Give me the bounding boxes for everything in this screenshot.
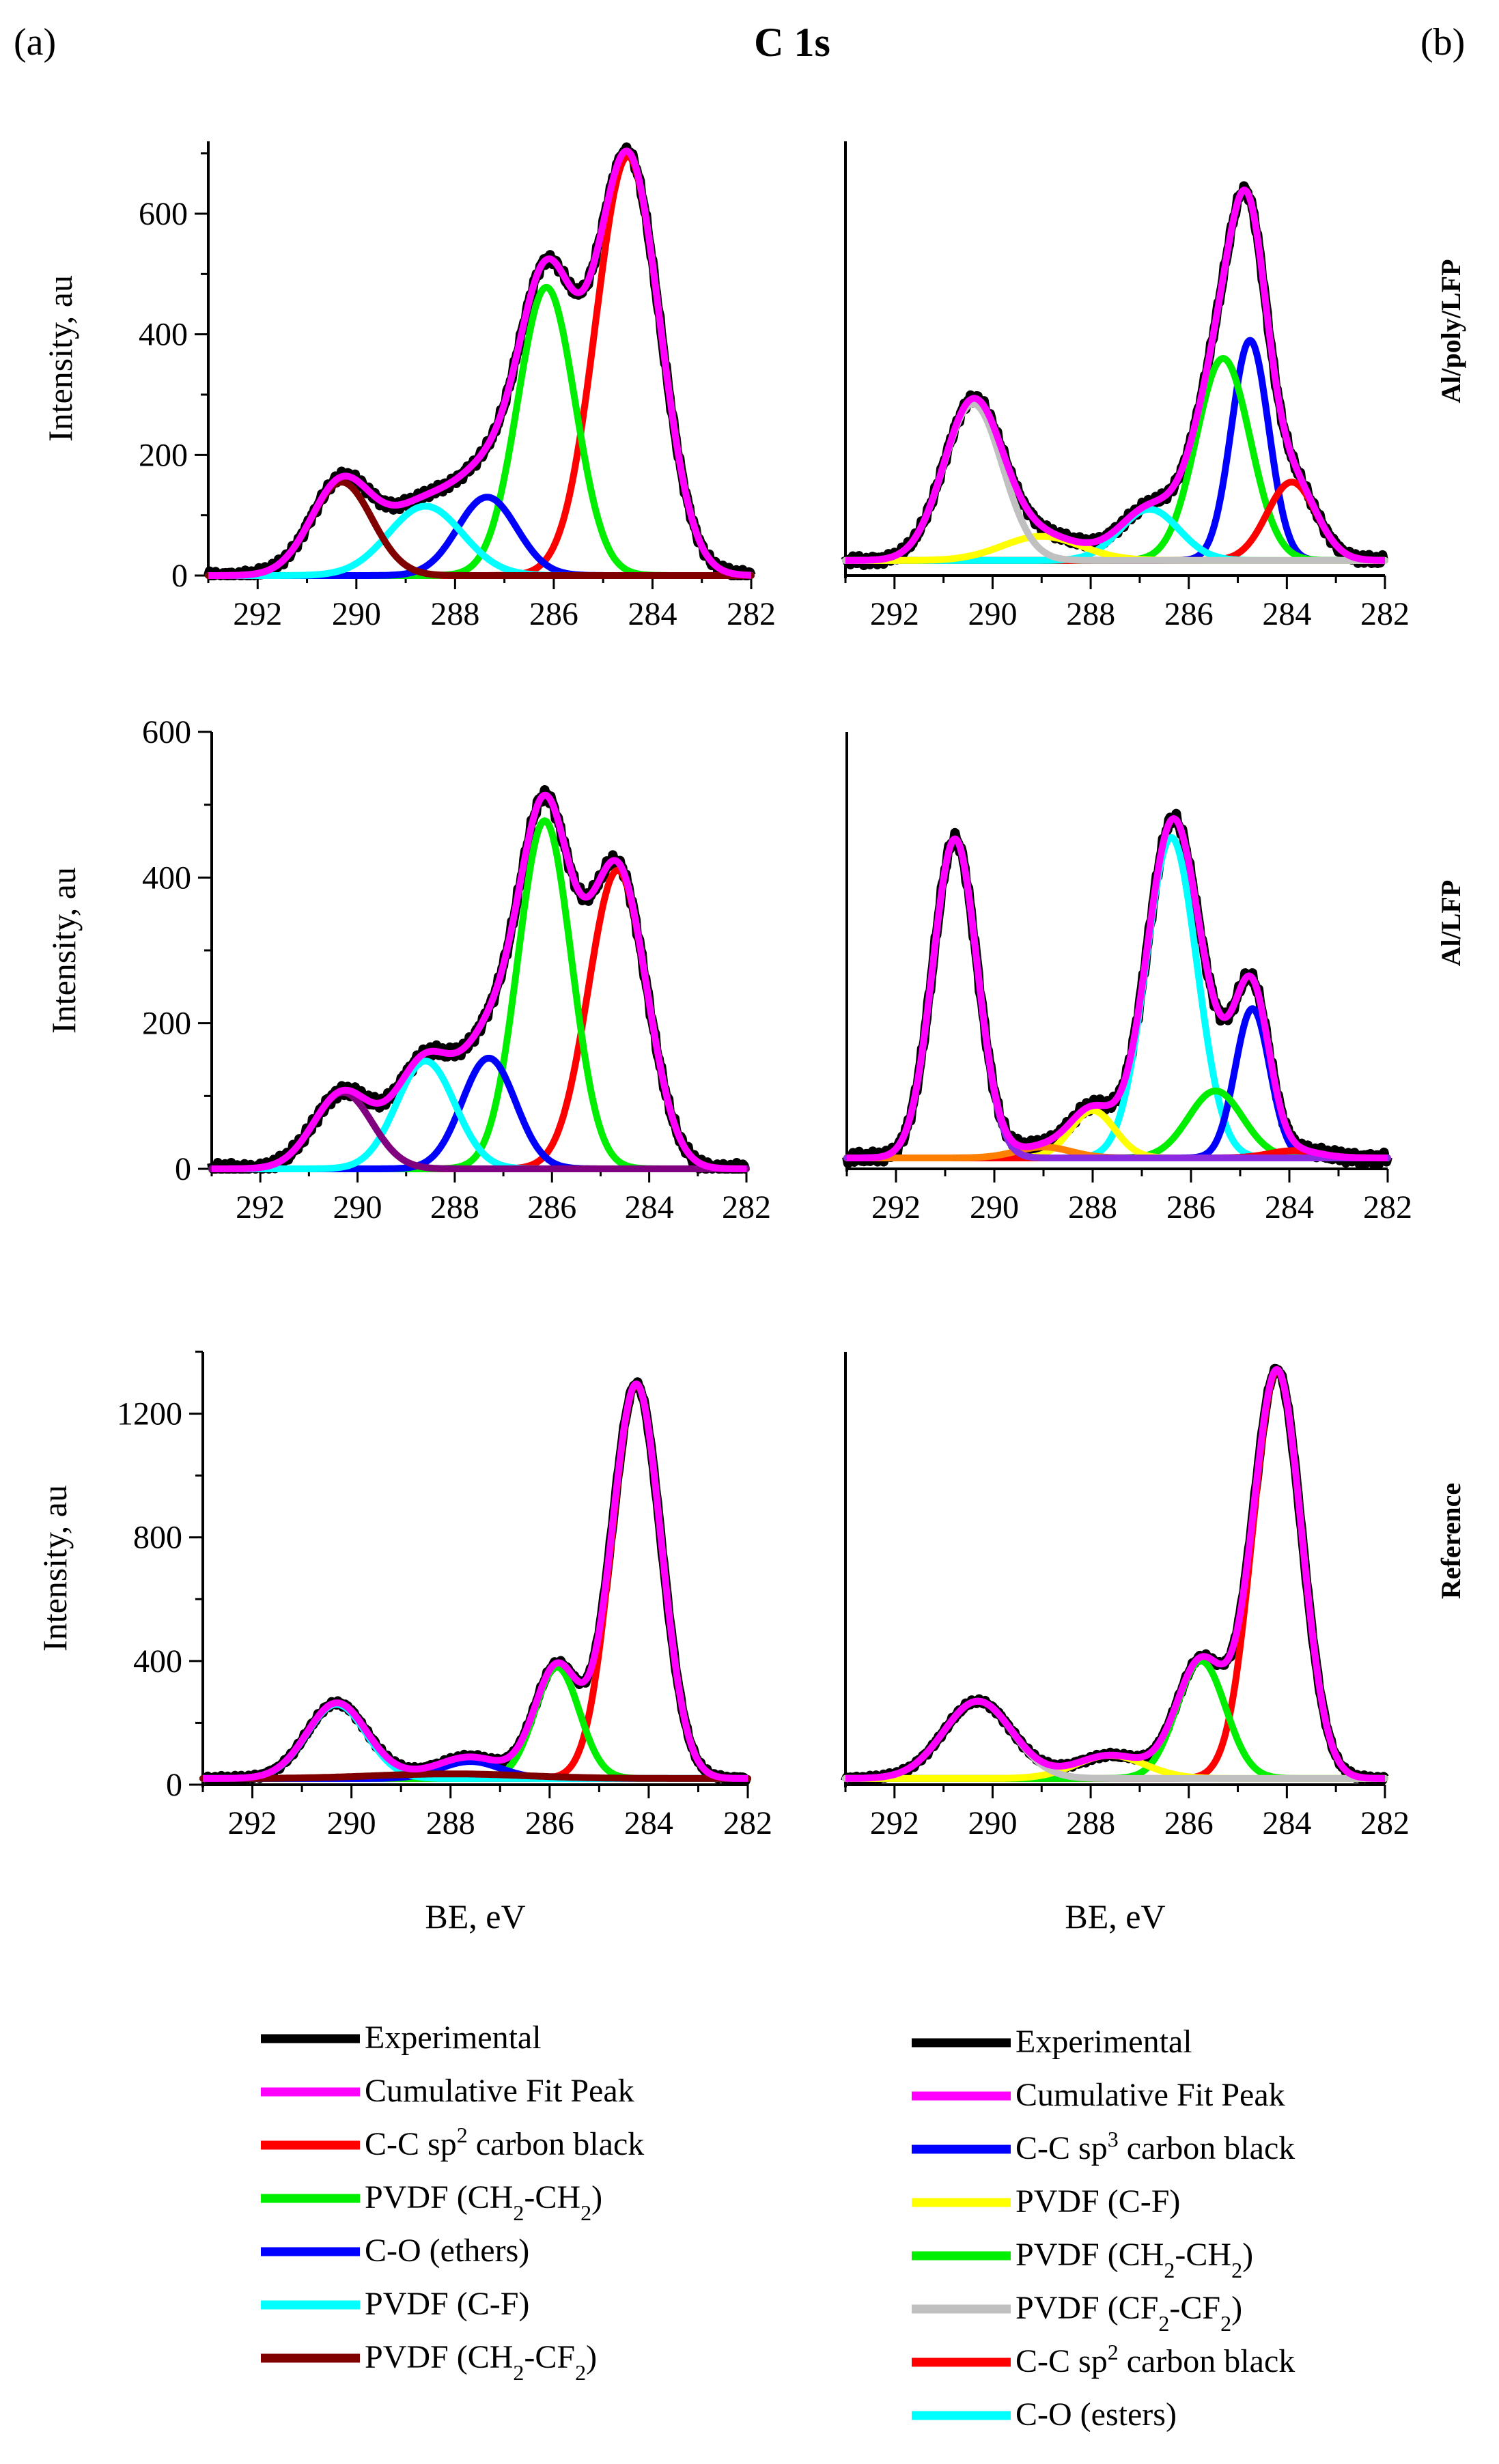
row-label-reference: Reference	[1435, 1483, 1466, 1599]
component-line-pvdf-ch2-ch2	[205, 283, 755, 579]
legend-item-label: PVDF (CH2-CF2)	[365, 2339, 597, 2385]
y-axis-title: Intensity, au	[41, 275, 79, 442]
y-tick-label: 200	[139, 437, 188, 473]
component-line-pvdf-ch2-cf2	[199, 1770, 751, 1782]
x-tick-label: 290	[970, 1189, 1019, 1226]
x-tick-label: 292	[228, 1805, 277, 1841]
x-tick-label: 292	[870, 596, 919, 632]
x-tick-label: 290	[327, 1805, 376, 1841]
x-tick-label: 282	[727, 596, 776, 632]
plots-layer: 292 290 288 286 284 282 0 200 400 600 Intensity, a…	[36, 141, 1466, 1936]
legend-item-label: Cumulative Fit Peak	[365, 2073, 634, 2109]
component-line-c-o-ethers	[205, 494, 755, 579]
legend-item-label: C-C sp2 carbon black	[365, 2123, 644, 2162]
cumulative-fit-line	[206, 147, 754, 579]
x-tick-label: 282	[1360, 1805, 1410, 1841]
x-tick-label: 286	[1164, 596, 1214, 632]
cumulative-fit-line	[200, 1380, 751, 1782]
legend-item-label: PVDF (CF2-CF2)	[1015, 2290, 1242, 2336]
y-axis-title: Intensity, au	[44, 867, 83, 1034]
x-tick-label: 292	[870, 1805, 919, 1841]
x-tick-label: 290	[968, 596, 1017, 632]
x-axis-title: BE, eV	[1065, 1897, 1165, 1936]
y-tick-label: 0	[166, 1767, 182, 1803]
x-tick-label: 288	[430, 596, 479, 632]
row-label-al-poly-lfp: Al/poly/LFP	[1435, 259, 1466, 403]
component-line-pvdf-ch2-ch2	[208, 817, 750, 1172]
y-tick-label: 400	[133, 1643, 182, 1680]
x-tick-label: 292	[871, 1189, 921, 1226]
x-tick-label: 292	[233, 596, 282, 632]
legend-item-label: C-C sp2 carbon black	[1015, 2340, 1295, 2379]
legend-item-label: C-O (esters)	[1015, 2396, 1177, 2433]
y-tick-label: 600	[142, 714, 191, 750]
x-tick-label: 288	[426, 1805, 475, 1841]
y-tick-label: 600	[139, 196, 188, 232]
legend-item-label: PVDF (C-F)	[1015, 2183, 1180, 2220]
y-tick-label: 400	[142, 860, 191, 896]
experimental-line	[204, 142, 756, 580]
x-tick-label: 284	[628, 596, 677, 632]
y-tick-label: 800	[133, 1520, 182, 1556]
y-tick-label: 200	[142, 1006, 191, 1042]
legends-layer: Experimental Cumulative Fit Peak C-C sp2 c…	[261, 2020, 1295, 2433]
cumulative-fit-line	[843, 186, 1388, 564]
y-tick-label: 400	[139, 317, 188, 353]
panel-a-label: (a)	[14, 21, 56, 63]
component-line-pvdf-c-f	[205, 502, 755, 579]
x-tick-label: 282	[723, 1805, 772, 1841]
x-tick-label: 286	[1164, 1805, 1214, 1841]
x-tick-label: 288	[1066, 596, 1115, 632]
x-tick-label: 290	[332, 596, 381, 632]
y-tick-label: 0	[175, 1151, 191, 1187]
chart-panel-a-top: 292 290 288 286 284 282 0 200 400 600 Intensity, a…	[41, 141, 776, 632]
chart-panel-b-top: 292 290 288 286 284 282 Al/poly/LFP	[841, 141, 1466, 632]
y-tick-label: 0	[171, 558, 188, 594]
y-axis-title: Intensity, au	[36, 1485, 74, 1652]
row-label-al-lfp: Al/LFP	[1435, 880, 1466, 967]
x-tick-label: 282	[1360, 596, 1410, 632]
x-tick-label: 284	[1265, 1189, 1314, 1226]
x-tick-label: 284	[1262, 1805, 1311, 1841]
figure-title: C 1s	[754, 20, 830, 65]
legend-item-label: Experimental	[365, 2020, 542, 2056]
x-tick-label: 288	[1066, 1805, 1115, 1841]
y-tick-label: 1200	[117, 1396, 182, 1432]
legend-item-label: PVDF (CH2-CH2)	[1015, 2237, 1253, 2282]
x-tick-label: 284	[1262, 596, 1311, 632]
legend-item-label: C-O (ethers)	[365, 2233, 529, 2269]
x-tick-label: 284	[625, 1189, 674, 1226]
x-tick-label: 288	[1068, 1189, 1117, 1226]
legend-right: Experimental Cumulative Fit Peak C-C sp3 c…	[912, 2024, 1295, 2433]
x-tick-label: 282	[1363, 1189, 1412, 1226]
legend-item-label: Experimental	[1015, 2024, 1192, 2060]
x-tick-label: 282	[722, 1189, 771, 1226]
x-tick-label: 286	[525, 1805, 574, 1841]
chart-panel-a-mid: 292 290 288 286 284 282 0 200 400 600 Intensity, a…	[44, 714, 771, 1226]
x-tick-label: 290	[968, 1805, 1017, 1841]
x-tick-label: 292	[236, 1189, 285, 1226]
legend-item-label: Cumulative Fit Peak	[1015, 2077, 1285, 2113]
chart-panel-a-bot: 292 290 288 286 284 282 0 400 800 1200 Intensity, …	[36, 1350, 772, 1936]
cumulative-fit-line	[209, 791, 749, 1172]
x-tick-label: 286	[527, 1189, 576, 1226]
legend-item-label: PVDF (CH2-CH2)	[365, 2179, 602, 2225]
cumulative-fit-line	[844, 815, 1390, 1161]
legend-item-label: C-C sp3 carbon black	[1015, 2127, 1295, 2166]
experimental-line	[207, 785, 751, 1174]
chart-panel-b-mid: 292 290 288 286 284 282 Al/LFP	[842, 732, 1466, 1226]
x-tick-label: 284	[624, 1805, 673, 1841]
chart-panel-b-bot: 292 290 288 286 284 282 BE, eV Reference	[841, 1352, 1466, 1936]
x-tick-label: 286	[529, 596, 578, 632]
legend-left: Experimental Cumulative Fit Peak C-C sp2 c…	[261, 2020, 644, 2385]
cumulative-fit-line	[843, 1365, 1388, 1782]
legend-item-label: PVDF (C-F)	[365, 2286, 529, 2322]
x-tick-label: 290	[333, 1189, 382, 1226]
x-tick-label: 286	[1166, 1189, 1216, 1226]
x-axis-title: BE, eV	[425, 1897, 525, 1936]
component-line-pvdf-cf2-cf2	[842, 1697, 1388, 1782]
panel-b-label: (b)	[1420, 21, 1465, 63]
x-tick-label: 288	[430, 1189, 479, 1226]
